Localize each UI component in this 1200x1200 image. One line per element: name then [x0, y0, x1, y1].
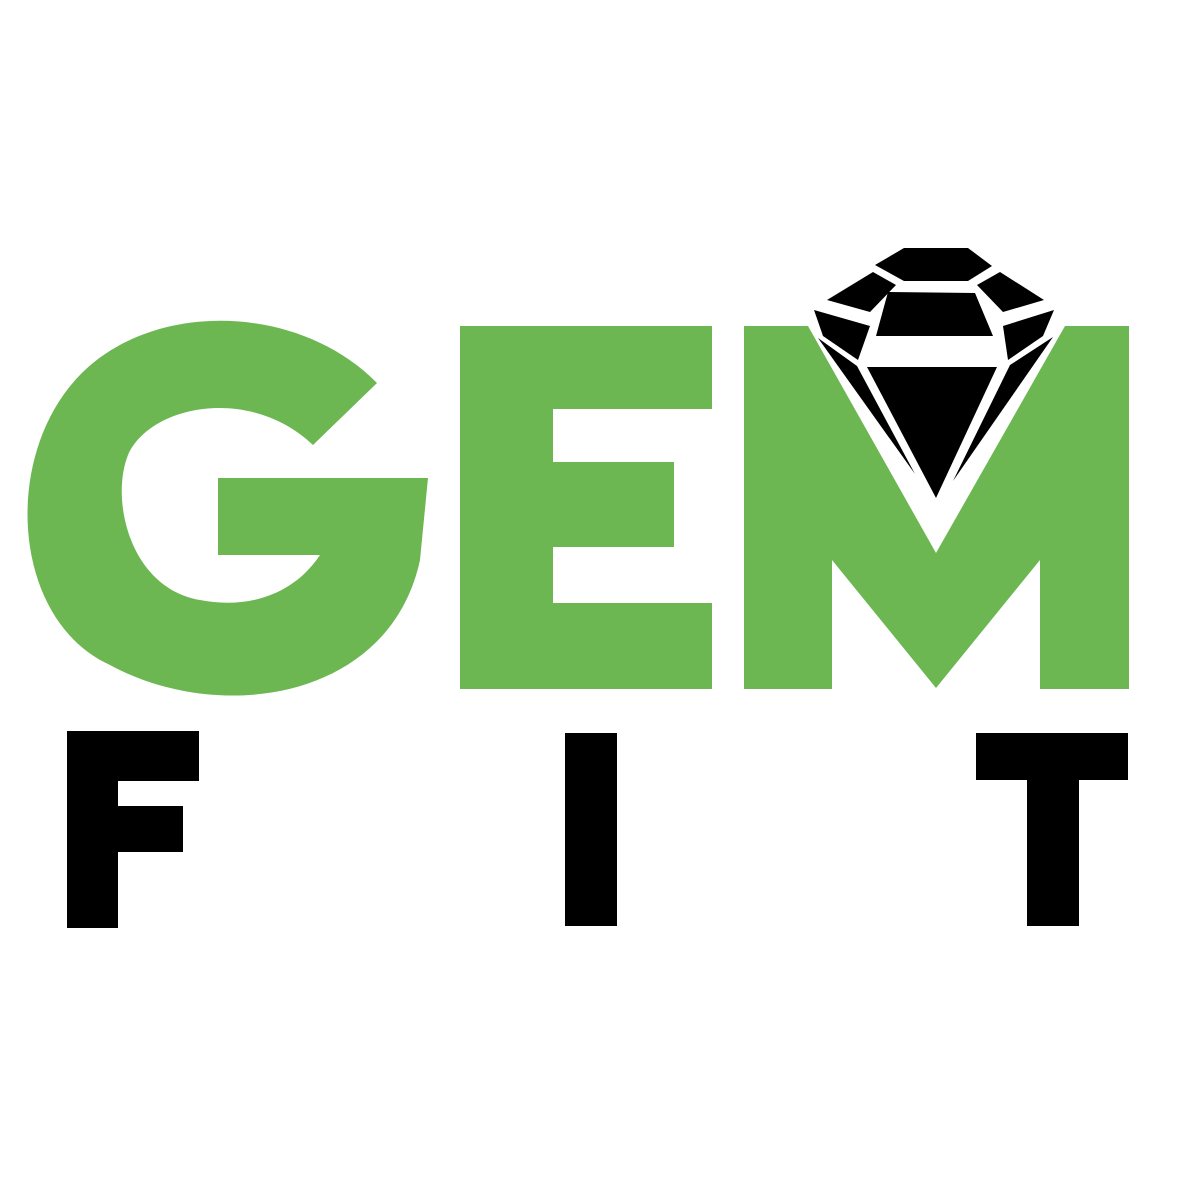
diamond-pavilion-right [953, 337, 1053, 481]
diamond-facet-right [1003, 310, 1054, 360]
diamond-pavilion-center [867, 367, 997, 498]
diamond-icon [814, 248, 1054, 498]
diamond-crown-top [875, 248, 992, 281]
diamond-facet-left [814, 310, 870, 360]
diamond-pavilion-left [818, 338, 915, 474]
letter-g-shape [27, 320, 428, 696]
letter-m [744, 326, 1129, 689]
diamond-crown-right [977, 272, 1044, 312]
letter-f [67, 731, 199, 928]
letter-g [27, 320, 428, 696]
letter-t [976, 733, 1128, 926]
letter-i [565, 733, 617, 926]
letter-e [460, 326, 712, 689]
diamond-crown-left [827, 272, 896, 312]
diamond-facet-center [876, 292, 993, 336]
